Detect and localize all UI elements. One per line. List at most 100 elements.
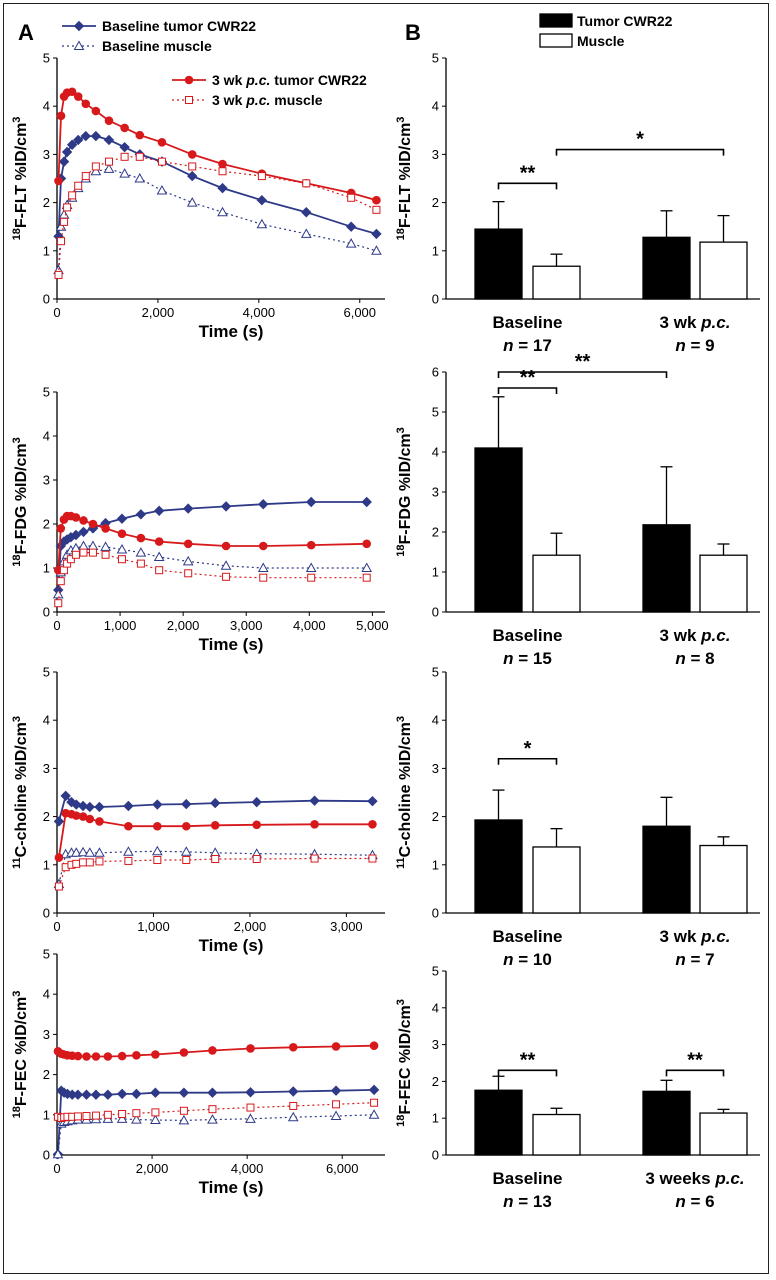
data-point	[61, 146, 73, 158]
n-label: n = 9	[675, 336, 714, 355]
data-point	[88, 519, 98, 529]
bar	[532, 554, 581, 613]
significance-stars: **	[687, 1049, 703, 1071]
data-point	[134, 172, 146, 183]
data-point	[288, 1086, 299, 1097]
y-tick-label: 3	[432, 1037, 439, 1052]
data-point	[150, 1087, 161, 1098]
y-tick-label: 0	[43, 906, 50, 921]
y-tick-label: 0	[43, 292, 50, 307]
data-point	[67, 87, 77, 97]
data-point	[155, 566, 164, 575]
y-tick-label: 1	[43, 1107, 50, 1122]
bar-chart-choline: 0 1 2 3 4 5 Baseline n = 10 3 wk p.c. n = 7 *	[432, 665, 760, 969]
bar	[642, 825, 691, 914]
line-chart-fec: 0 1 2 3 4 5 0 2,000 4,000 6,000 Time (s)	[43, 947, 385, 1197]
series-2	[53, 845, 378, 889]
data-point	[91, 1111, 100, 1120]
y-axis-label-sup: 18	[395, 545, 407, 557]
data-point	[211, 855, 220, 864]
bracket-line	[497, 757, 558, 765]
data-point	[132, 1109, 141, 1118]
y-tick-label: 4	[43, 429, 50, 444]
y-axis-label: 18F-FEC %ID/cm3	[395, 999, 414, 1127]
x-tick-label: 3,000	[330, 919, 363, 934]
data-point	[208, 1105, 217, 1114]
series-line	[58, 857, 373, 887]
y-tick-label: 2	[432, 195, 439, 210]
legend-label-post: muscle	[270, 92, 322, 108]
y-axis-label-sup: 18	[11, 1106, 23, 1118]
data-point	[151, 1050, 160, 1059]
series-2	[53, 163, 382, 275]
n-label-value: = 6	[686, 1192, 715, 1211]
bracket-line	[497, 371, 668, 378]
data-point	[91, 162, 100, 171]
category-label-italic: p.c.	[700, 927, 730, 946]
data-point	[136, 559, 145, 568]
series-2	[52, 1109, 380, 1159]
x-tick-label: 0	[53, 919, 60, 934]
x-tick-label: 6,000	[343, 305, 376, 320]
data-point	[370, 1098, 379, 1107]
y-tick-label: 1	[432, 857, 439, 872]
y-axis-label-sup: 18	[11, 228, 23, 240]
y-tick-label: 0	[43, 605, 50, 620]
data-point	[54, 853, 64, 862]
data-point	[157, 157, 166, 166]
data-point	[252, 820, 261, 830]
bar	[642, 524, 691, 613]
bar	[532, 265, 581, 300]
series-line	[58, 850, 373, 885]
y-axis-label: 18F-FDG %ID/cm3	[11, 437, 30, 567]
data-point	[305, 562, 317, 572]
series-4	[53, 1098, 379, 1123]
bracket-line	[497, 182, 558, 190]
y-tick-label: 3	[43, 147, 50, 162]
y-axis-label: 18F-FLT %ID/cm3	[395, 117, 414, 241]
data-point	[187, 150, 197, 159]
data-point	[257, 562, 269, 572]
data-point	[91, 1052, 101, 1061]
data-point	[246, 1103, 255, 1112]
data-point	[257, 172, 266, 181]
data-point	[252, 855, 261, 864]
data-point	[81, 99, 91, 109]
n-label-letter: n	[503, 950, 513, 969]
y-tick-label: 2	[43, 517, 50, 532]
category-label-italic: p.c.	[700, 313, 730, 332]
significance-stars: *	[524, 738, 532, 760]
y-axis-label: 11C-choline %ID/cm3	[11, 716, 30, 869]
data-point	[101, 524, 110, 533]
n-label-value: = 15	[514, 649, 552, 668]
y-tick-label: 0	[43, 1148, 50, 1163]
y-axis-label-exp: 3	[395, 427, 407, 433]
y-axis-label-main: C-choline %ID/cm	[397, 722, 414, 857]
data-point	[85, 814, 95, 824]
y-axis-label-main: F-FEC %ID/cm	[13, 997, 30, 1106]
significance-bracket: **	[497, 1049, 558, 1077]
series-3	[53, 511, 372, 575]
data-point	[210, 820, 220, 830]
y-axis-label-exp: 3	[11, 437, 23, 443]
y-axis-label-main: F-FDG %ID/cm	[13, 443, 30, 554]
bar	[699, 554, 748, 613]
data-point	[52, 1148, 64, 1159]
data-point	[59, 566, 68, 575]
data-point	[371, 245, 382, 255]
category-label-main: 3 weeks	[645, 1169, 715, 1188]
category-label-main: Baseline	[493, 927, 563, 946]
data-point	[330, 1110, 342, 1121]
y-axis-label-main: C-choline %ID/cm	[13, 722, 30, 857]
data-point	[135, 130, 145, 140]
bar	[532, 846, 581, 914]
data-point	[367, 795, 378, 807]
x-tick-label: 1,000	[137, 919, 170, 934]
data-point	[179, 1106, 188, 1115]
y-tick-label: 3	[43, 1027, 50, 1042]
data-point	[90, 165, 102, 176]
data-point	[180, 846, 192, 856]
legend-swatch	[539, 13, 573, 28]
y-axis-label-exp: 3	[11, 716, 23, 722]
data-point	[54, 270, 63, 279]
